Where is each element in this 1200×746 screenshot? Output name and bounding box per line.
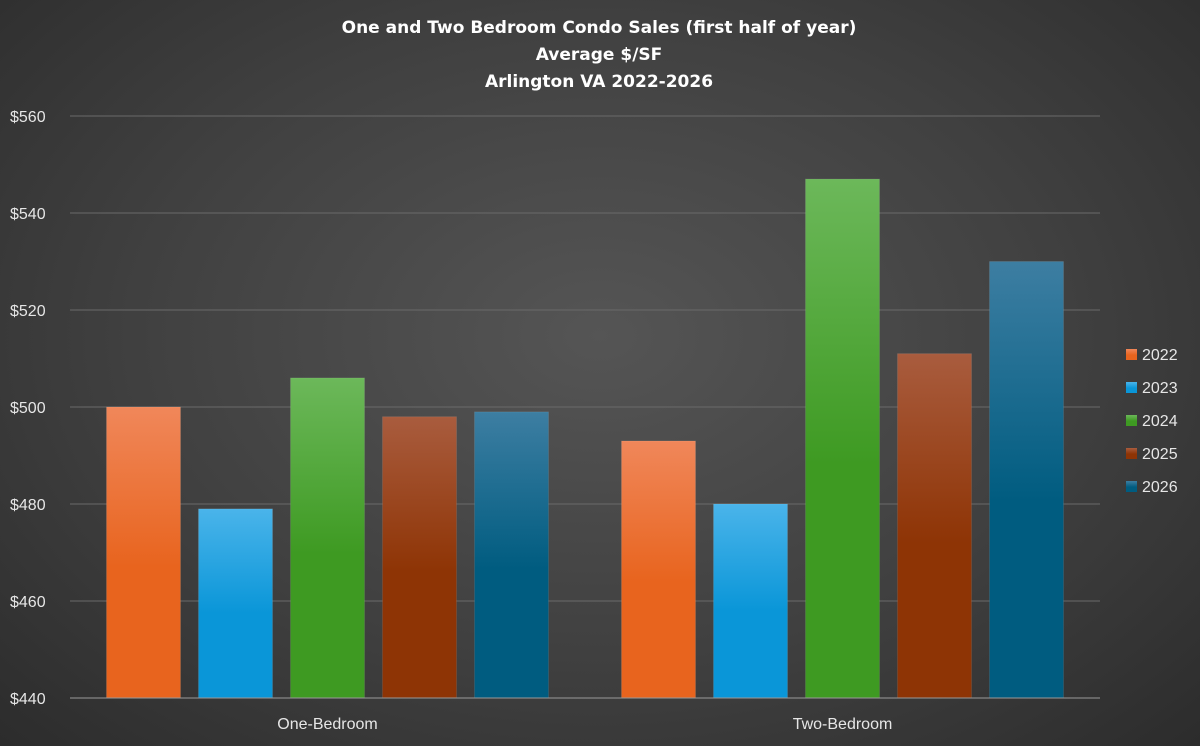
bar-2023-one-bedroom: [198, 508, 273, 699]
y-tick-label: $520: [10, 303, 46, 320]
bar-2024-two-bedroom: [805, 178, 880, 699]
bar-2025-two-bedroom: [897, 353, 972, 699]
x-axis-category-labels: One-Bedroom Two-Bedroom: [277, 716, 892, 733]
chart-title-line-2: Average $/SF: [536, 45, 663, 65]
x-category-label: Two-Bedroom: [793, 716, 893, 733]
bar-2023-two-bedroom: [713, 503, 788, 699]
y-tick-label: $500: [10, 400, 46, 417]
legend: 2022 2023 2024 2025 2026: [1126, 347, 1178, 496]
y-tick-label: $480: [10, 497, 46, 514]
legend-label-2022: 2022: [1142, 347, 1178, 364]
legend-swatch-2022: [1126, 349, 1137, 360]
bar-2022-one-bedroom: [106, 406, 181, 699]
bar-2022-two-bedroom: [621, 440, 696, 699]
legend-swatch-2025: [1126, 448, 1137, 459]
legend-label-2025: 2025: [1142, 446, 1178, 463]
legend-swatch-2023: [1126, 382, 1137, 393]
chart-title: One and Two Bedroom Condo Sales (first h…: [342, 18, 857, 92]
y-tick-label: $560: [10, 109, 46, 126]
bars: [106, 178, 1064, 699]
bar-2026-two-bedroom: [989, 261, 1064, 699]
legend-label-2023: 2023: [1142, 380, 1178, 397]
y-axis-tick-labels: $440 $460 $480 $500 $520 $540 $560: [10, 109, 46, 708]
y-tick-label: $540: [10, 206, 46, 223]
bar-2026-one-bedroom: [474, 411, 549, 699]
chart-title-line-1: One and Two Bedroom Condo Sales (first h…: [342, 18, 857, 38]
chart-title-line-3: Arlington VA 2022-2026: [485, 72, 713, 92]
legend-label-2024: 2024: [1142, 413, 1178, 430]
legend-swatch-2026: [1126, 481, 1137, 492]
legend-swatch-2024: [1126, 415, 1137, 426]
y-tick-label: $440: [10, 691, 46, 708]
bar-2024-one-bedroom: [290, 377, 365, 699]
x-category-label: One-Bedroom: [277, 716, 378, 733]
bar-2025-one-bedroom: [382, 416, 457, 699]
legend-label-2026: 2026: [1142, 479, 1178, 496]
y-tick-label: $460: [10, 594, 46, 611]
